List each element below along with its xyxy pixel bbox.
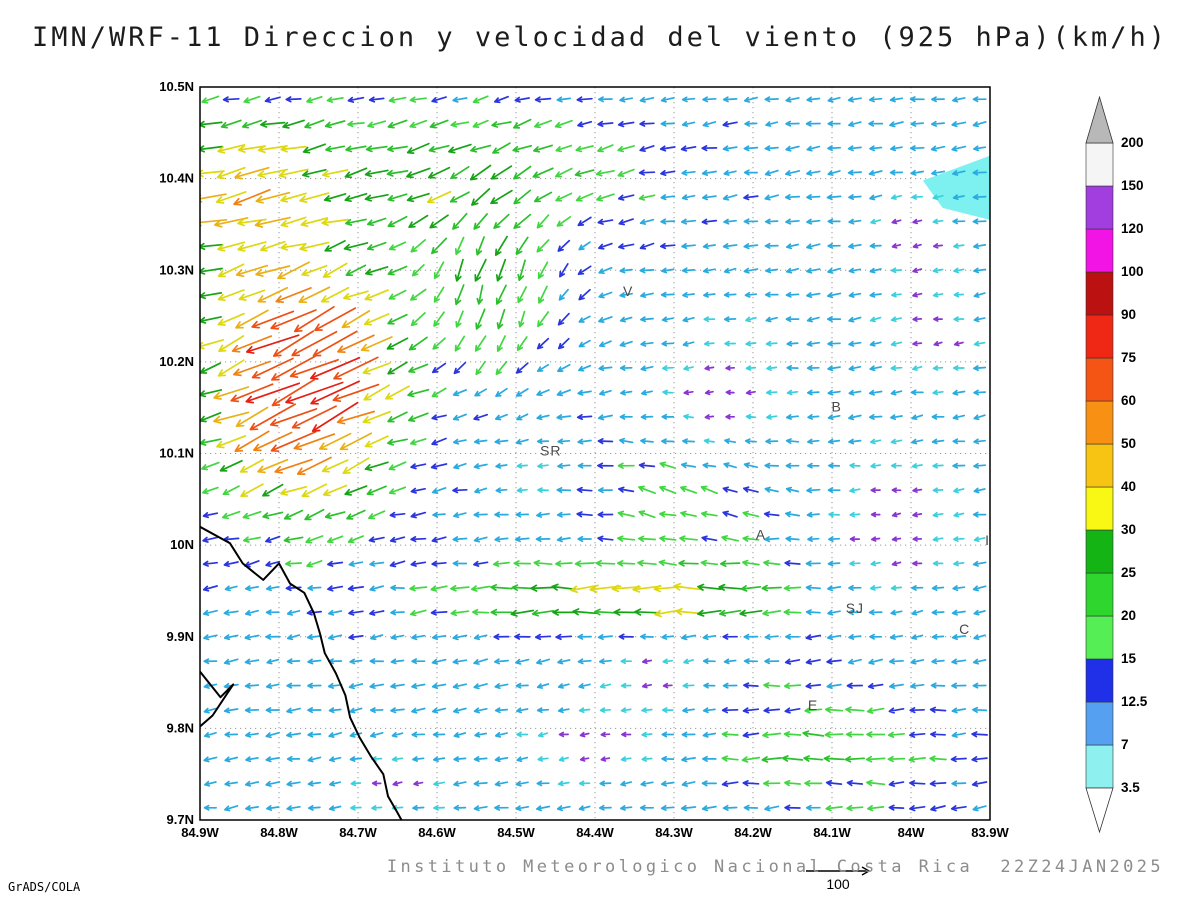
x-tick-label: 84.5W — [497, 825, 535, 840]
x-tick-label: 84.8W — [260, 825, 298, 840]
colorbar-level-label: 12.5 — [1121, 694, 1148, 709]
colorbar-level-label: 150 — [1121, 178, 1144, 193]
y-tick-label: 10N — [170, 537, 194, 552]
y-tick-label: 9.9N — [167, 629, 194, 644]
x-tick-label: 84.6W — [418, 825, 456, 840]
y-tick-label: 10.3N — [159, 262, 194, 277]
colorbar-level-label: 25 — [1121, 565, 1137, 580]
colorbar-level-label: 100 — [1121, 264, 1144, 279]
coastline — [200, 525, 403, 820]
colorbar-level-label: 7 — [1121, 737, 1129, 752]
colorbar-level-label: 30 — [1121, 522, 1136, 537]
x-tick-label: 83.9W — [971, 825, 1009, 840]
plot-border — [199, 86, 991, 821]
colorbar-level-label: 20 — [1121, 608, 1136, 623]
chart-title: IMN/WRF-11 Direccion y velocidad del vie… — [32, 22, 1169, 53]
grid-lines — [200, 87, 990, 820]
colorbar-level-label: 90 — [1121, 307, 1136, 322]
wind-vectors — [200, 95, 988, 812]
colorbar-level-label: 75 — [1121, 350, 1137, 365]
colorbar-below-arrow — [1085, 787, 1114, 834]
x-tick-label: 84W — [898, 825, 925, 840]
y-tick-label: 10.5N — [159, 79, 194, 94]
city-label: V — [623, 283, 633, 299]
attribution-text: Instituto Meteorologico Nacional Costa R… — [386, 857, 1164, 877]
colorbar-level-label: 50 — [1121, 436, 1136, 451]
y-tick-label: 9.8N — [167, 720, 194, 735]
x-tick-label: 84.3W — [655, 825, 693, 840]
colorbar-level-label: 40 — [1121, 479, 1136, 494]
y-tick-label: 10.1N — [159, 446, 194, 461]
x-tick-label: 84.4W — [576, 825, 614, 840]
reference-vector-label: 100 — [826, 876, 850, 892]
y-tick-label: 9.7N — [167, 812, 194, 827]
colorbar — [1085, 95, 1114, 834]
x-tick-label: 84.7W — [339, 825, 377, 840]
city-label: SR — [540, 442, 561, 458]
city-label: I — [985, 532, 990, 548]
city-label: B — [832, 398, 842, 414]
city-label: SJ — [846, 600, 864, 616]
y-tick-label: 10.4N — [159, 171, 194, 186]
colorbar-level-label: 15 — [1121, 651, 1137, 666]
city-label: A — [756, 527, 766, 543]
colorbar-level-label: 200 — [1121, 135, 1144, 150]
grads-credit: GrADS/COLA — [8, 880, 81, 894]
x-tick-label: 84.1W — [813, 825, 851, 840]
city-label: C — [959, 621, 970, 637]
city-label: E — [808, 697, 818, 713]
y-tick-label: 10.2N — [159, 354, 194, 369]
colorbar-labels: 3.5 7 12.5 15 20 25 30 40 50 60 75 90 100 120 150 200 — [1121, 135, 1148, 795]
x-tick-label: 84.9W — [181, 825, 219, 840]
x-tick-label: 84.2W — [734, 825, 772, 840]
shaded-speed-region — [922, 155, 990, 220]
colorbar-level-label: 120 — [1121, 221, 1144, 236]
colorbar-above-arrow — [1085, 95, 1114, 144]
reference-vector: 100 — [806, 866, 871, 892]
colorbar-level-label: 60 — [1121, 393, 1136, 408]
axis-tick-labels: 84.9W 84.8W 84.7W 84.6W 84.5W 84.4W 84.3W 84.2W… — [159, 79, 1009, 840]
city-labels: V B SR A SJ C E I — [540, 283, 990, 713]
reference-vector-arrow — [806, 866, 871, 876]
colorbar-level-label: 3.5 — [1121, 780, 1140, 795]
